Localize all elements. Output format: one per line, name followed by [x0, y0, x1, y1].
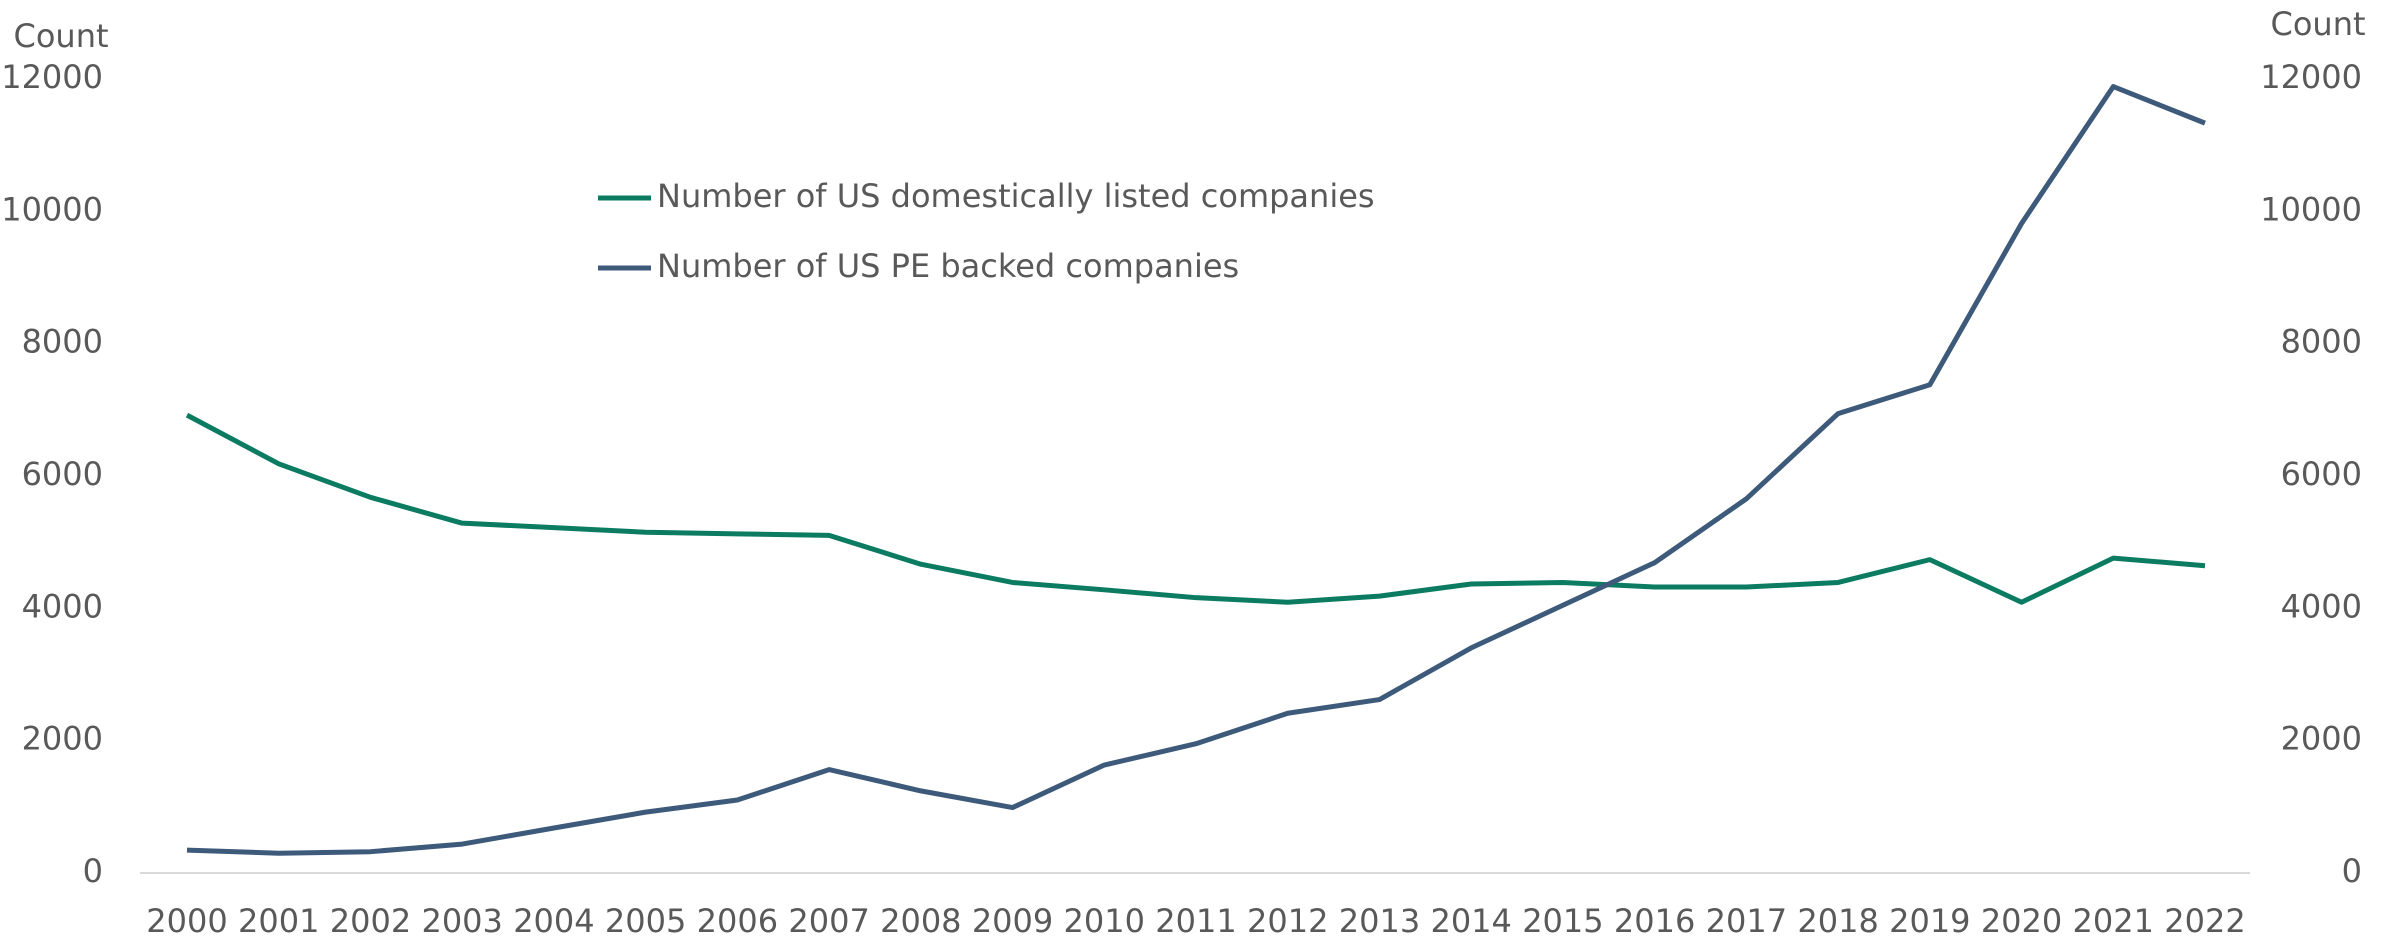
y2-tick-label: 12000 — [2260, 58, 2362, 96]
x-tick-label: 2009 — [972, 902, 1053, 940]
x-tick-label: 2011 — [1155, 902, 1236, 940]
y-tick-label: 6000 — [22, 455, 103, 493]
x-tick-label: 2004 — [513, 902, 594, 940]
y2-tick-label: 2000 — [2281, 720, 2362, 758]
x-tick-label: 2006 — [697, 902, 778, 940]
x-tick-label: 2010 — [1064, 902, 1145, 940]
x-tick-label: 2015 — [1522, 902, 1603, 940]
series-line — [185, 412, 2206, 605]
x-tick-label: 2019 — [1889, 902, 1970, 940]
y2-tick-label: 4000 — [2281, 587, 2362, 625]
x-tick-label: 2005 — [605, 902, 686, 940]
series-line — [186, 84, 2206, 856]
y-tick-label: 2000 — [22, 720, 103, 758]
y-tick-label: 12000 — [1, 58, 103, 96]
y2-tick-label: 8000 — [2281, 323, 2362, 361]
y2-axis-label: Count — [2270, 5, 2365, 43]
x-tick-label: 2017 — [1706, 902, 1787, 940]
y2-tick-label: 0 — [2342, 852, 2362, 890]
x-tick-label: 2018 — [1797, 902, 1878, 940]
x-tick-label: 2003 — [421, 902, 502, 940]
legend-label: Number of US domestically listed compani… — [657, 177, 1375, 215]
x-tick-label: 2022 — [2164, 902, 2245, 940]
y-tick-label: 8000 — [22, 323, 103, 361]
x-tick-label: 2021 — [2073, 902, 2154, 940]
y-tick-label: 10000 — [1, 190, 103, 228]
x-tick-label: 2020 — [1981, 902, 2062, 940]
x-tick-label: 2002 — [330, 902, 411, 940]
y-tick-label: 4000 — [22, 587, 103, 625]
y-tick-label: 0 — [83, 852, 103, 890]
x-tick-label: 2012 — [1247, 902, 1328, 940]
x-tick-label: 2014 — [1430, 902, 1511, 940]
legend-label: Number of US PE backed companies — [657, 247, 1239, 285]
y-axis-label: Count — [13, 17, 108, 55]
x-tick-label: 2000 — [146, 902, 227, 940]
x-tick-label: 2008 — [880, 902, 961, 940]
x-tick-label: 2001 — [238, 902, 319, 940]
x-tick-label: 2016 — [1614, 902, 1695, 940]
y2-tick-label: 10000 — [2260, 190, 2362, 228]
x-tick-label: 2007 — [788, 902, 869, 940]
x-tick-label: 2013 — [1339, 902, 1420, 940]
y2-tick-label: 6000 — [2281, 455, 2362, 493]
